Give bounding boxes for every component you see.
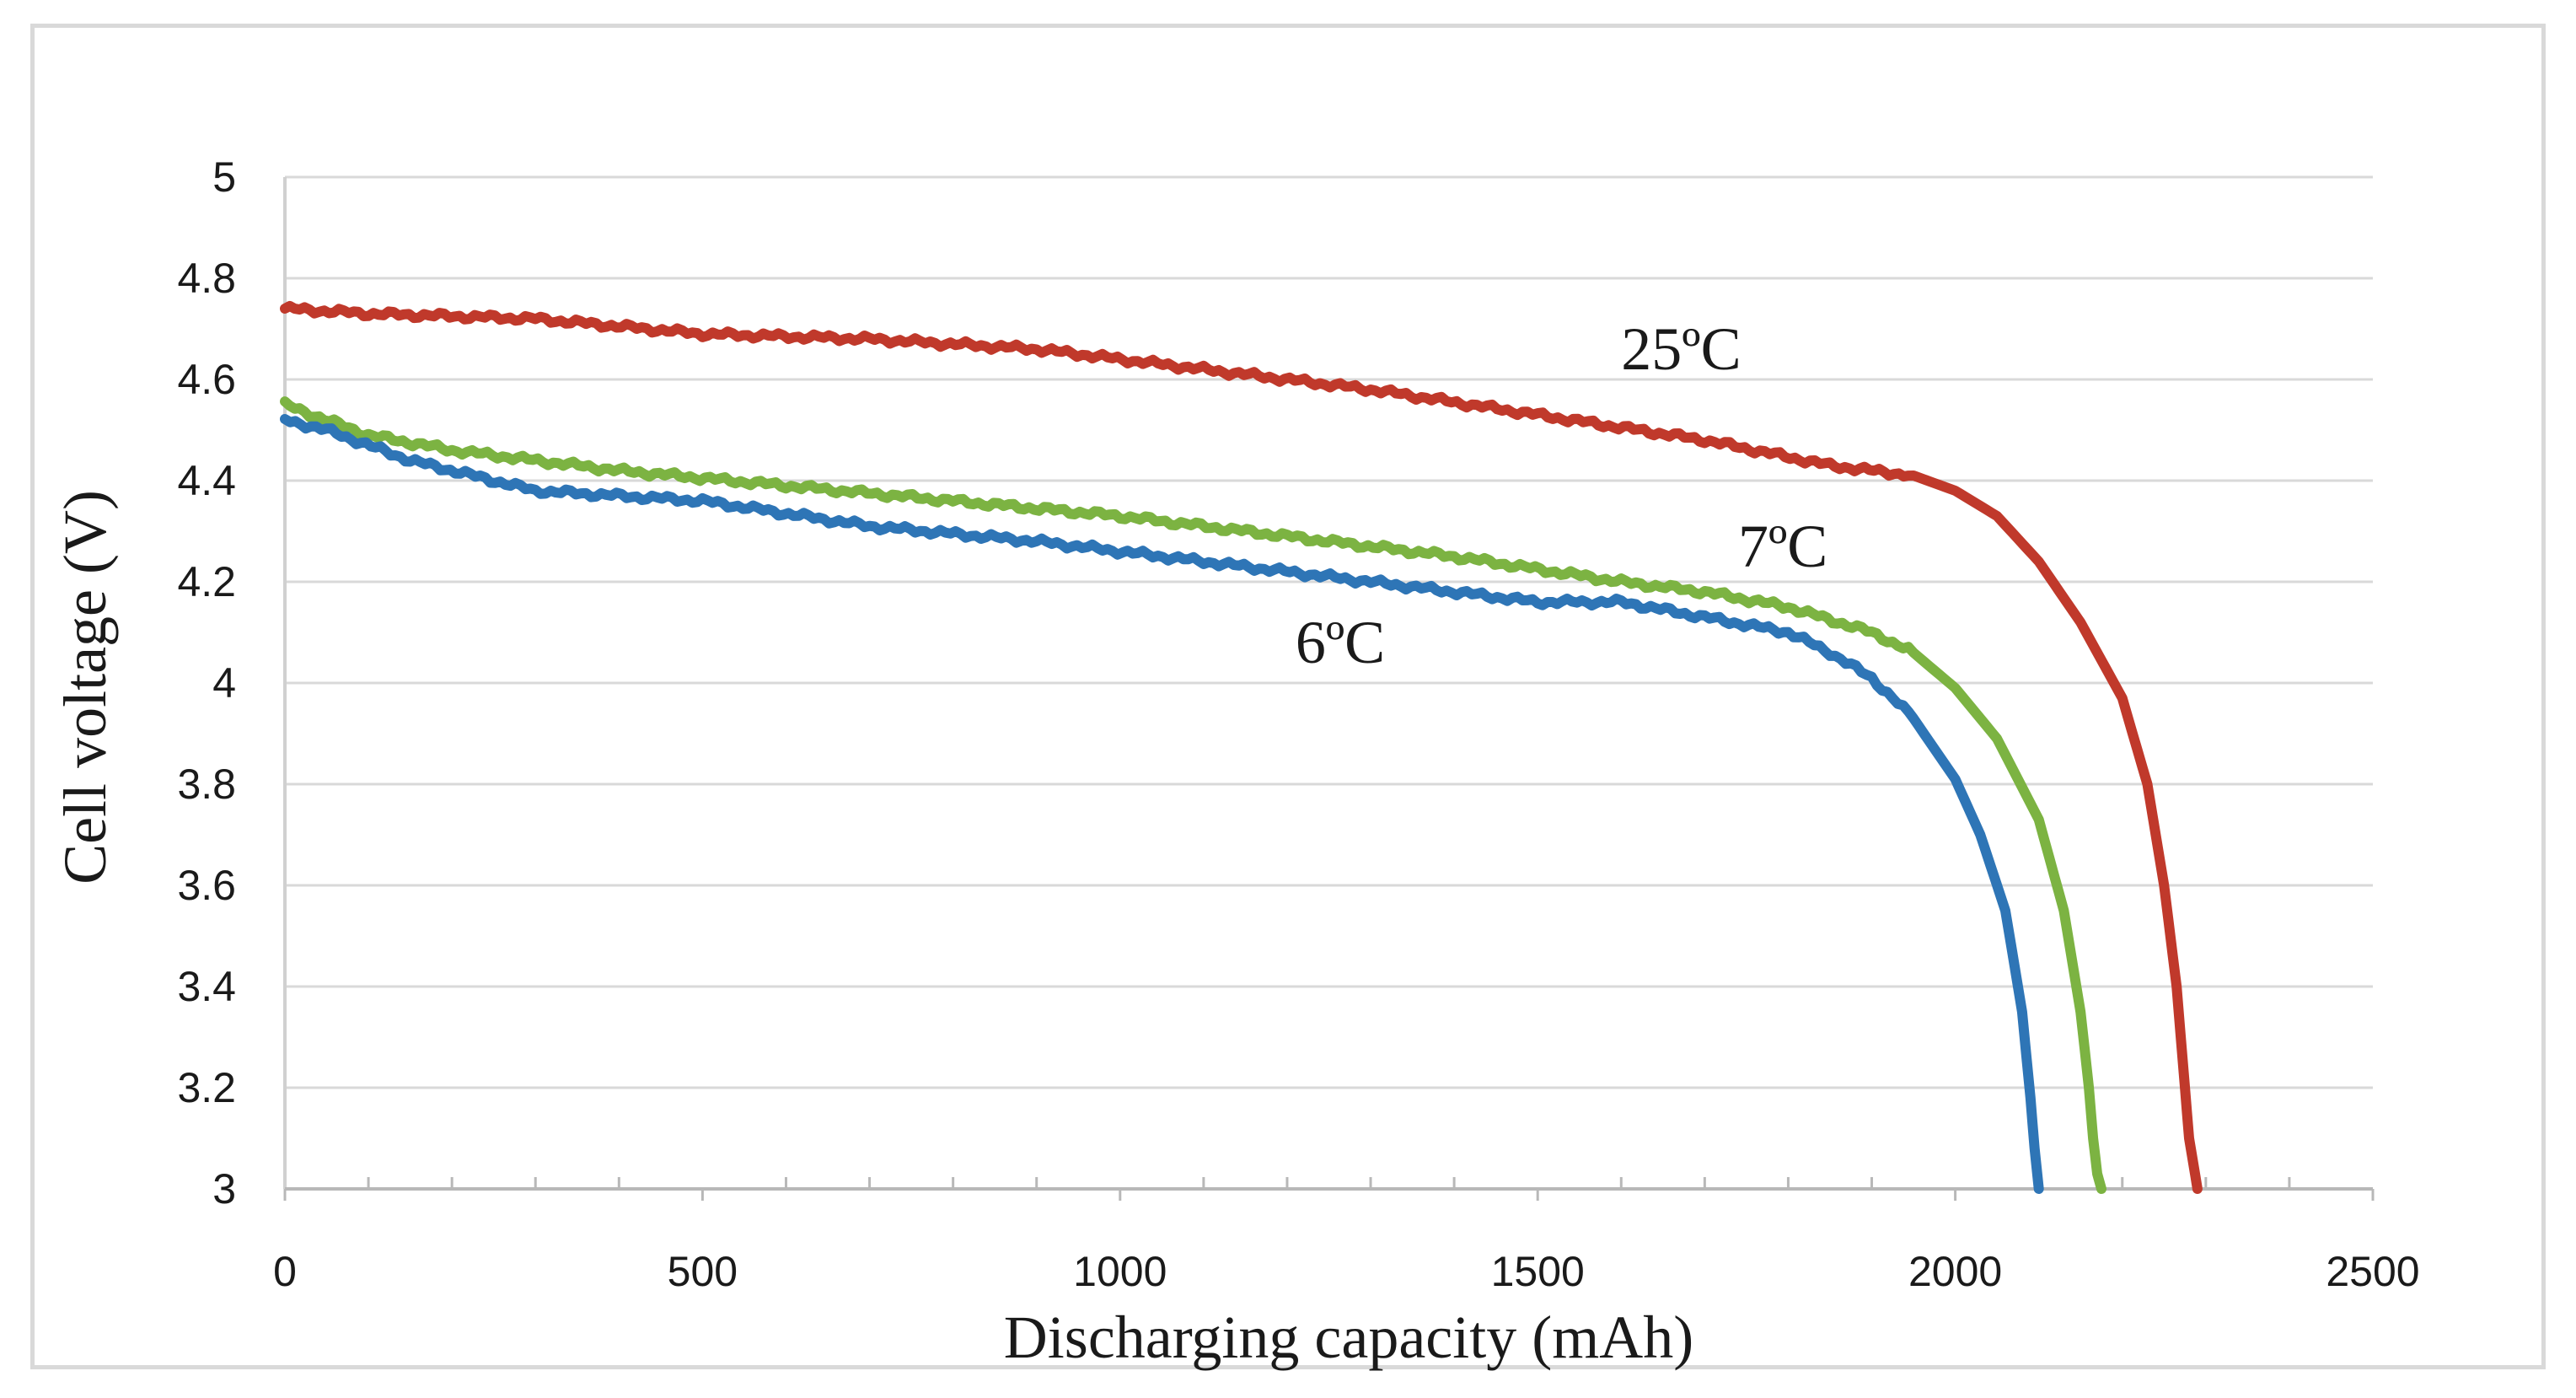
x-tick-label: 0 bbox=[273, 1248, 297, 1295]
series-line-7c bbox=[280, 396, 2106, 1194]
y-tick-label: 4.6 bbox=[177, 356, 236, 403]
y-tick-label: 4 bbox=[212, 659, 236, 707]
series-line-6c bbox=[280, 414, 2044, 1194]
y-tick-label: 3.8 bbox=[177, 761, 236, 808]
x-tick-label: 1000 bbox=[1073, 1248, 1167, 1295]
y-tick-label: 3 bbox=[212, 1165, 236, 1212]
y-tick-label: 5 bbox=[212, 153, 236, 201]
y-tick-label: 4.4 bbox=[177, 457, 236, 504]
series-label: 7ºC bbox=[1738, 513, 1827, 580]
y-tick-label: 4.2 bbox=[177, 558, 236, 605]
x-tick-label: 1500 bbox=[1491, 1248, 1585, 1295]
x-tick-label: 500 bbox=[668, 1248, 738, 1295]
tick-labels: 3 3.2 3.4 3.6 3.8 4 4.2 4.4 4.6 4.8 5 0 500 1000 1500 2… bbox=[177, 153, 2419, 1295]
series-line-25c bbox=[280, 300, 2203, 1194]
series-lines bbox=[280, 300, 2203, 1194]
x-tick-label: 2000 bbox=[1908, 1248, 2002, 1295]
series-labels: 25ºC 7ºC 6ºC bbox=[1296, 315, 1827, 676]
x-tick-label: 2500 bbox=[2326, 1248, 2419, 1295]
y-tick-label: 3.6 bbox=[177, 862, 236, 909]
series-label: 6ºC bbox=[1296, 609, 1385, 676]
y-tick-label: 3.2 bbox=[177, 1064, 236, 1111]
y-tick-label: 4.8 bbox=[177, 255, 236, 302]
series-label: 25ºC bbox=[1621, 315, 1741, 383]
y-axis-title: Cell voltage (V) bbox=[51, 490, 119, 885]
y-tick-label: 3.4 bbox=[177, 963, 236, 1010]
x-axis-title: Discharging capacity (mAh) bbox=[1004, 1304, 1693, 1371]
